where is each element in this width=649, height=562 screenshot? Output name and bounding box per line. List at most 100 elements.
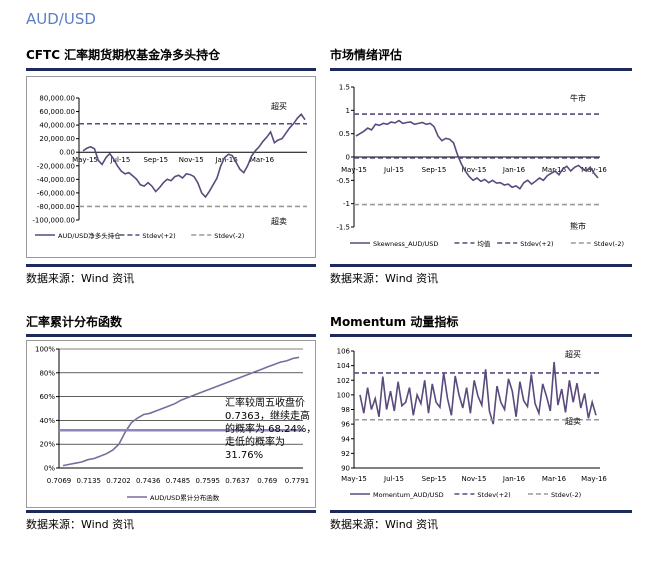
sentiment-chart-frame: 1.5 1 0.5 0 -0.5 -1 -1.5 May-15 Jul-15 Sep-15 Nov-…: [330, 76, 630, 256]
cdf-series-0: [62, 356, 300, 467]
sentiment-x-tick-label: Jan-16: [502, 166, 526, 174]
sentiment-y-tick-label: -1.5: [336, 224, 350, 232]
cftc-x-tick-label: May-15: [72, 156, 98, 164]
momentum-chart-frame: 106 104 102 100 98 96 94 92 90 May-15 Jul-15 Sep-15…: [330, 340, 630, 506]
momentum-y-tick-label: 90: [341, 465, 350, 473]
momentum-top-rule: [330, 334, 632, 337]
cftc-legend-label: Stdev(+2): [142, 232, 175, 240]
sentiment-legend-label: Skewness_AUD/USD: [373, 240, 438, 248]
cdf-x-tick-label: 0.769: [257, 477, 277, 485]
cdf-y-tick-label: 40%: [39, 417, 55, 425]
cftc-y-tick-label: -20,000.00: [37, 162, 75, 170]
sentiment-y-tick-label: 0: [346, 154, 350, 162]
sentiment-bear-label: 熊市: [570, 221, 586, 231]
sentiment-x-tick-label: May-16: [581, 166, 607, 174]
cdf-x-tick-label: 0.7595: [196, 477, 221, 485]
momentum-y-tick-label: 94: [341, 435, 350, 443]
momentum-y-tick-label: 102: [337, 377, 350, 385]
cdf-source: 数据来源：Wind 资讯: [26, 518, 135, 531]
cdf-chart: 100% 80% 60% 40% 20% 0% 0.7069 0.7135 0.7202 0.74…: [35, 346, 310, 503]
sentiment-chart: 1.5 1 0.5 0 -0.5 -1 -1.5 May-15 Jul-15 Sep-15 Nov-…: [336, 84, 624, 249]
cftc-x-tick-label: Sep-15: [143, 156, 168, 164]
sentiment-y-tick-label: -1: [343, 200, 350, 208]
cdf-x-tick-label: 0.7791: [285, 477, 310, 485]
momentum-x-tick-label: Nov-15: [462, 475, 487, 483]
cftc-y-tick-label: -80,000.00: [37, 203, 75, 211]
momentum-y-tick-label: 106: [337, 348, 351, 356]
cftc-legend-label: Stdev(-2): [214, 232, 244, 240]
cdf-x-tick-label: 0.7135: [77, 477, 102, 485]
cdf-x-tick-label: 0.7485: [166, 477, 191, 485]
momentum-title: Momentum 动量指标: [330, 315, 459, 329]
momentum-bottom-rule: [330, 510, 632, 513]
sentiment-legend-label: Stdev(-2): [594, 240, 624, 248]
cftc-legend-label: AUD/USD净多头持仓: [58, 231, 121, 240]
momentum-x-tick-label: Jan-16: [502, 475, 526, 483]
momentum-y-tick-label: 96: [341, 421, 350, 429]
sentiment-x-tick-label: May-15: [341, 166, 367, 174]
cdf-title: 汇率累计分布函数: [26, 315, 123, 329]
momentum-legend-label: Momentum_AUD/USD: [373, 491, 444, 499]
cdf-y-tick-label: 0%: [44, 465, 55, 473]
momentum-y-tick-label: 104: [337, 362, 351, 370]
momentum-overbought-label: 超买: [565, 349, 581, 359]
momentum-series-0: [359, 361, 597, 425]
cftc-top-rule: [26, 68, 316, 71]
cdf-y-tick-label: 60%: [39, 393, 55, 401]
cdf-y-tick-label: 20%: [39, 441, 55, 449]
page-title: AUD/USD: [26, 10, 96, 28]
cftc-y-tick-label: 0.00: [59, 149, 75, 157]
cdf-x-tick-label: 0.7637: [225, 477, 250, 485]
sentiment-source: 数据来源：Wind 资讯: [330, 272, 439, 285]
momentum-source: 数据来源：Wind 资讯: [330, 518, 439, 531]
momentum-y-tick-label: 92: [341, 450, 350, 458]
cftc-series-0: [82, 113, 306, 199]
sentiment-x-tick-label: Mar-16: [542, 166, 567, 174]
cdf-x-tick-label: 0.7069: [47, 477, 72, 485]
sentiment-series-0: [355, 119, 599, 190]
cftc-x-tick-label: Mar-16: [250, 156, 275, 164]
cftc-y-tick-label: 80,000.00: [39, 95, 75, 103]
momentum-x-tick-label: May-16: [581, 475, 607, 483]
sentiment-top-rule: [330, 68, 632, 71]
cftc-source: 数据来源：Wind 资讯: [26, 272, 135, 285]
cftc-overbought-label: 超买: [271, 101, 287, 111]
cdf-x-tick-label: 0.7436: [136, 477, 161, 485]
sentiment-title: 市场情绪评估: [330, 48, 403, 62]
momentum-y-tick-label: 100: [337, 391, 350, 399]
cdf-chart-frame: 100% 80% 60% 40% 20% 0% 0.7069 0.7135 0.7202 0.74…: [26, 340, 316, 508]
sentiment-x-tick-label: Jul-15: [383, 166, 404, 174]
cdf-top-rule: [26, 334, 316, 337]
cftc-y-tick-label: -40,000.00: [37, 176, 75, 184]
cftc-y-tick-label: -100,000.00: [32, 217, 75, 225]
momentum-legend-label: Stdev(+2): [477, 491, 510, 499]
momentum-y-tick-label: 98: [341, 406, 350, 414]
momentum-x-tick-label: Sep-15: [422, 475, 447, 483]
cftc-x-tick-label: Jan-16: [214, 156, 238, 164]
cdf-annotation: 汇率较周五收盘价0.7363，继续走高的概率为 68.24%，走低的概率为 31…: [225, 398, 317, 461]
cftc-y-tick-label: -60,000.00: [37, 189, 75, 197]
cftc-chart: 80,000.00 60,000.00 40,000.00 20,000.00 0.00…: [32, 95, 307, 240]
cdf-y-tick-label: 100%: [35, 346, 55, 354]
sentiment-legend-label: Stdev(+2): [520, 240, 553, 248]
sentiment-y-tick-label: 0.5: [339, 130, 350, 138]
cftc-y-tick-label: 20,000.00: [39, 135, 75, 143]
cdf-legend-label: AUD/USD累计分布函数: [150, 493, 220, 502]
cftc-x-tick-label: Nov-15: [179, 156, 204, 164]
cftc-y-tick-label: 60,000.00: [39, 108, 75, 116]
cftc-title: CFTC 汇率期货期权基金净多头持仓: [26, 48, 221, 62]
sentiment-x-tick-label: Nov-15: [462, 166, 487, 174]
cdf-x-tick-label: 0.7202: [106, 477, 131, 485]
momentum-x-tick-label: May-15: [341, 475, 367, 483]
cftc-x-tick-label: Jul-15: [109, 156, 130, 164]
momentum-oversold-label: 超卖: [565, 416, 581, 426]
sentiment-y-tick-label: 1: [346, 107, 350, 115]
sentiment-x-tick-label: Sep-15: [422, 166, 447, 174]
cftc-bottom-rule: [26, 264, 316, 267]
sentiment-legend-label: 均值: [477, 239, 491, 248]
cftc-chart-frame: 80,000.00 60,000.00 40,000.00 20,000.00 0.00…: [26, 76, 316, 258]
cftc-oversold-label: 超卖: [271, 216, 287, 226]
sentiment-bottom-rule: [330, 264, 632, 267]
cftc-y-tick-label: 40,000.00: [39, 122, 75, 130]
cdf-bottom-rule: [26, 510, 316, 513]
